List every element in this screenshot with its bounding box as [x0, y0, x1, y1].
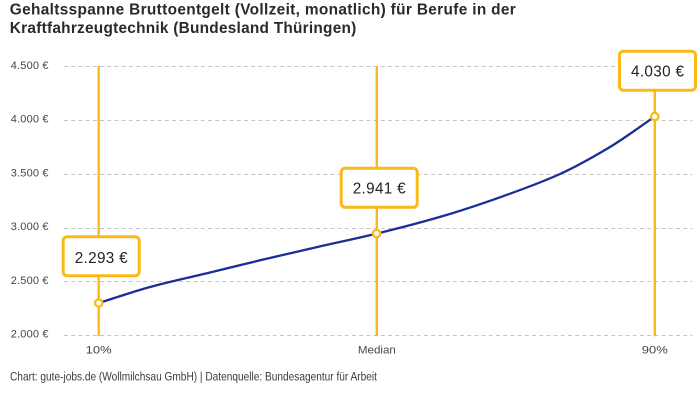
- svg-text:10%: 10%: [86, 344, 112, 356]
- svg-text:3.500 €: 3.500 €: [11, 167, 49, 179]
- svg-text:Median: Median: [358, 344, 396, 356]
- svg-text:4.500 €: 4.500 €: [11, 60, 49, 72]
- svg-text:2.293 €: 2.293 €: [75, 250, 128, 267]
- svg-text:3.000 €: 3.000 €: [11, 221, 49, 233]
- svg-text:90%: 90%: [642, 344, 668, 356]
- svg-text:4.000 €: 4.000 €: [11, 114, 49, 126]
- svg-text:2.000 €: 2.000 €: [11, 328, 49, 340]
- svg-text:2.941 €: 2.941 €: [353, 181, 406, 198]
- svg-text:Gehaltsspanne Bruttoentgelt (V: Gehaltsspanne Bruttoentgelt (Vollzeit, m…: [10, 2, 516, 19]
- svg-text:Kraftfahrzeugtechnik (Bundesla: Kraftfahrzeugtechnik (Bundesland Thüring…: [10, 20, 357, 37]
- svg-text:Chart: gute-jobs.de (Wollmilch: Chart: gute-jobs.de (Wollmilchsau GmbH) …: [10, 370, 377, 384]
- svg-text:4.030 €: 4.030 €: [631, 63, 684, 80]
- svg-text:2.500 €: 2.500 €: [11, 275, 49, 287]
